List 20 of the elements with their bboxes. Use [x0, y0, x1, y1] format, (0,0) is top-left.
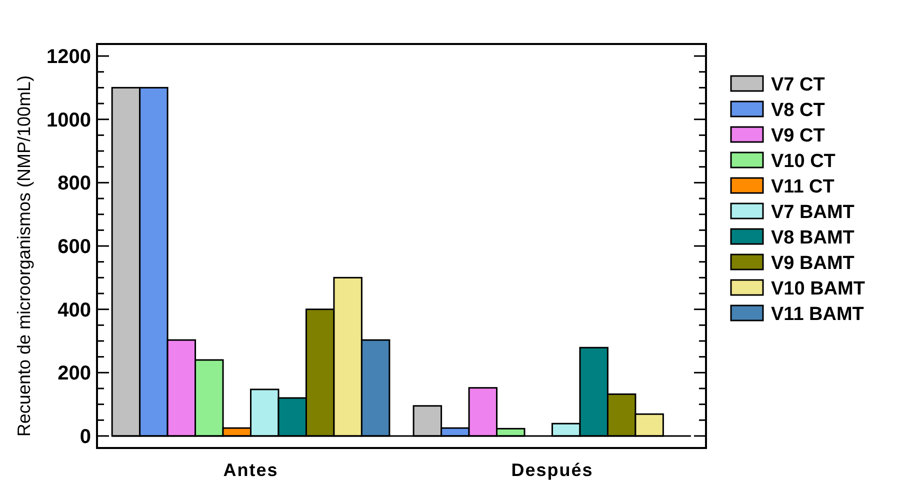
y-axis-title: Recuento de microorganismos (NMP/100mL): [14, 75, 34, 437]
legend-label: V10 BAMT: [771, 278, 866, 300]
legend-label: V7 BAMT: [771, 202, 855, 224]
y-tick-label: 1200: [46, 46, 91, 68]
y-tick-label: 400: [58, 299, 91, 322]
legend-label: V7 CT: [771, 74, 826, 96]
x-tick-label: Antes: [223, 460, 278, 480]
y-tick-label: 800: [58, 172, 91, 195]
legend-label: V9 BAMT: [771, 253, 855, 274]
y-tick-label: 0: [80, 426, 91, 448]
legend-label: V11 CT: [771, 176, 835, 198]
legend-label: V8 BAMT: [771, 228, 855, 249]
y-tick-label: 200: [58, 362, 91, 385]
y-tick-label: 600: [58, 236, 91, 258]
legend-label: V11 BAMT: [771, 304, 864, 326]
legend-label: V9 CT: [771, 126, 826, 147]
legend-label: V8 CT: [771, 100, 826, 122]
y-tick-label: 1000: [46, 109, 91, 132]
x-tick-label: Después: [511, 460, 594, 480]
legend-label: V10 CT: [771, 151, 836, 172]
